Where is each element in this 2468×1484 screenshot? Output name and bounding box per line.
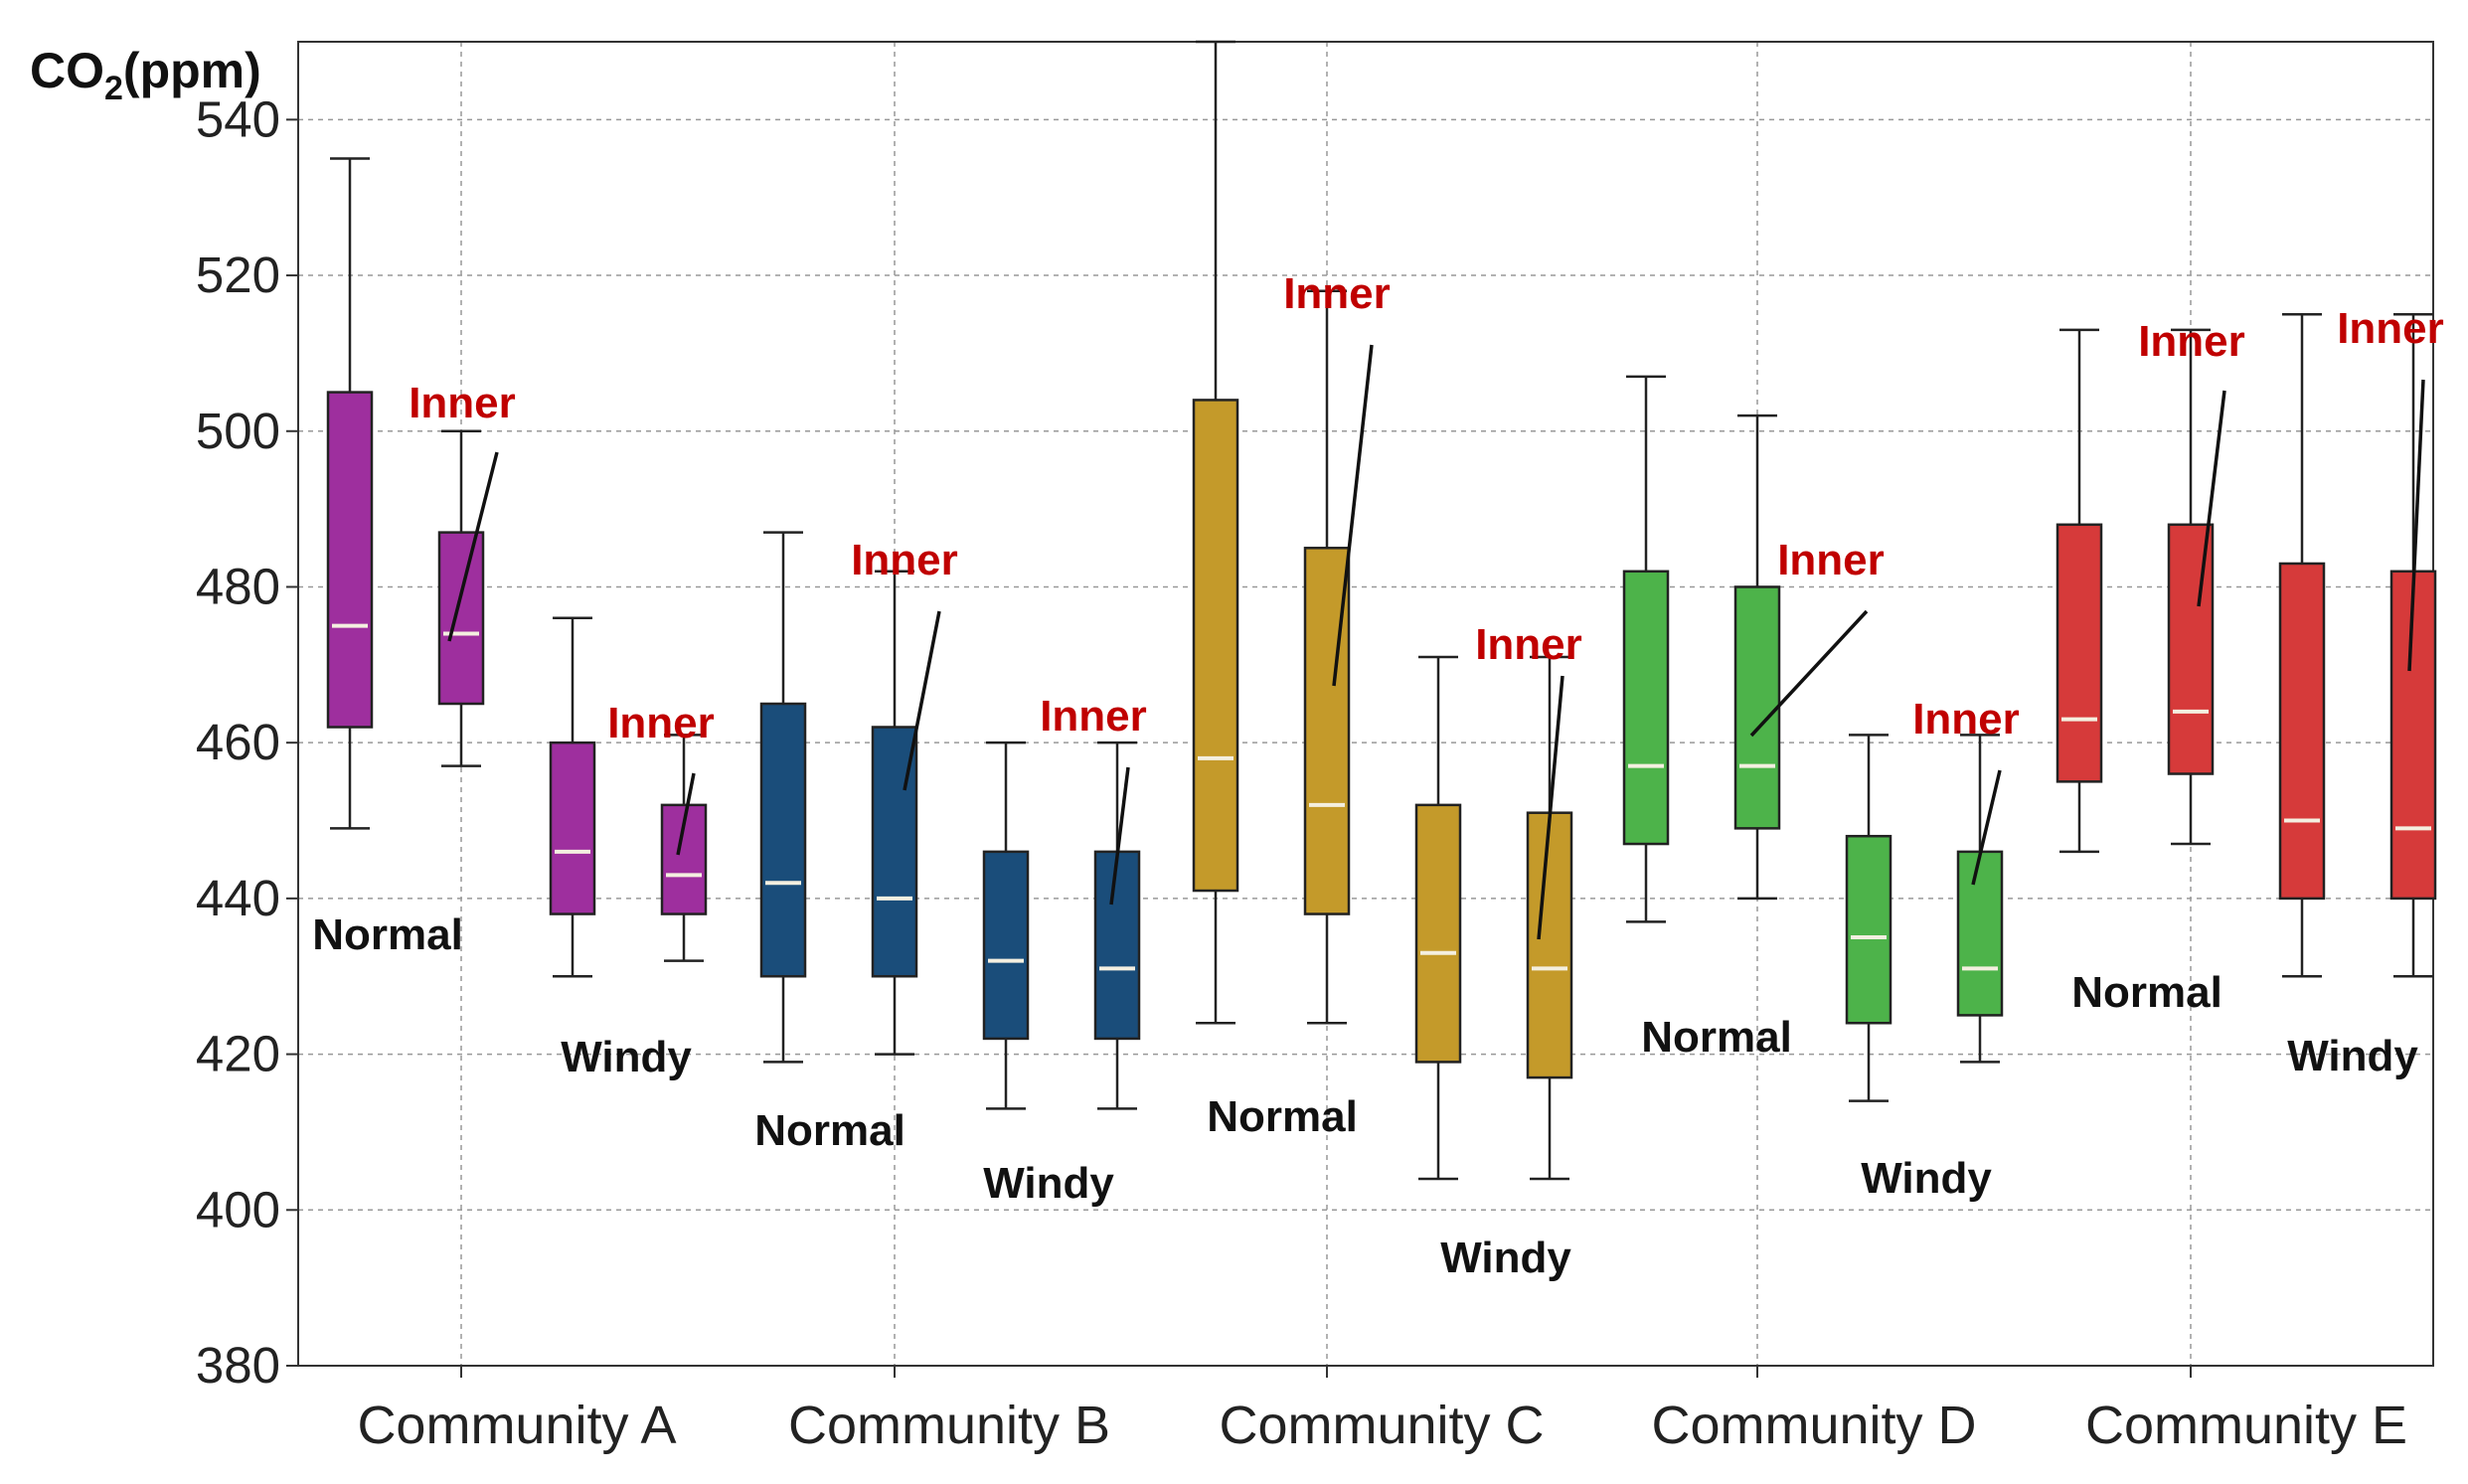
windy-annotation-label: Windy [983, 1159, 1114, 1208]
y-tick-label: 540 [196, 90, 280, 147]
box-2-3 [982, 741, 1030, 1110]
box-3-2 [1303, 289, 1351, 1025]
box-body [1192, 399, 1239, 893]
inner-annotation-label: Inner [607, 699, 715, 747]
annotation-leader-line [1109, 766, 1130, 906]
normal-annotation-label: Normal [312, 910, 463, 959]
x-category-label: Community B [788, 1396, 1110, 1455]
annotation-leader-line [1537, 675, 1564, 940]
normal-annotation-label: Normal [1207, 1092, 1358, 1141]
annotation-layer: Normal Windy Inner Inner Normal Windy Inner Inn… [312, 269, 2444, 1282]
y-tick-label: 400 [196, 1181, 280, 1237]
box-body [1093, 850, 1141, 1041]
y-tick-label: 420 [196, 1026, 280, 1082]
box-layer [326, 40, 2437, 1181]
annotation-leader-line [1971, 769, 2002, 886]
y-tick-label: 520 [196, 247, 280, 303]
normal-annotation-label: Normal [1641, 1013, 1792, 1062]
box-body [982, 850, 1030, 1041]
box-1-4 [660, 734, 708, 962]
box-5-1 [2056, 328, 2103, 854]
box-body [549, 741, 596, 915]
annotation-leader-line [447, 451, 499, 642]
inner-annotation-label: Inner [1040, 692, 1147, 741]
box-3-1 [1192, 40, 1239, 1025]
annotation-leader-line [903, 610, 941, 791]
box-body [2389, 570, 2437, 901]
inner-annotation-label: Inner [1283, 269, 1391, 318]
annotation-leader-line [2407, 379, 2425, 672]
box-3-3 [1414, 655, 1462, 1181]
box-body [1956, 850, 2004, 1017]
box-5-2 [2167, 328, 2215, 846]
y-tick-label: 380 [196, 1337, 280, 1394]
annotation-leader-line [676, 772, 696, 856]
box-4-2 [1733, 413, 1781, 901]
box-body [2056, 523, 2103, 783]
box-4-4 [1956, 734, 2004, 1064]
box-1-2 [437, 429, 485, 767]
box-4-3 [1845, 734, 1892, 1102]
annotation-leader-line [1332, 344, 1374, 687]
y-axis-title: CO2(ppm) [30, 43, 261, 107]
windy-annotation-label: Windy [2287, 1032, 2418, 1080]
y-axis-title-unit: (ppm) [123, 43, 261, 98]
y-tick-label: 500 [196, 403, 280, 459]
box-body [1526, 811, 1573, 1079]
y-tick-label: 440 [196, 870, 280, 926]
inner-annotation-label: Inner [409, 379, 516, 427]
inner-annotation-label: Inner [1475, 620, 1582, 669]
box-body [759, 702, 807, 978]
box-5-3 [2278, 312, 2326, 978]
y-axis-title-main: CO [30, 43, 104, 98]
y-tick-label: 460 [196, 714, 280, 770]
box-2-4 [1093, 741, 1141, 1110]
box-body [2167, 523, 2215, 775]
inner-annotation-label: Inner [851, 536, 958, 584]
y-tick-label: 480 [196, 558, 280, 614]
box-5-4 [2389, 312, 2437, 978]
box-3-4 [1526, 655, 1573, 1181]
windy-annotation-label: Windy [1861, 1154, 1992, 1203]
x-category-label: Community A [357, 1396, 676, 1455]
windy-annotation-label: Windy [561, 1033, 692, 1081]
box-4-1 [1622, 375, 1670, 923]
x-category-label: Community E [2085, 1396, 2407, 1455]
inner-annotation-label: Inner [1912, 695, 2020, 743]
axis-layer: 380 400 420 440 460 480 500 520 540 Community A Co… [196, 41, 2434, 1455]
box-body [1414, 803, 1462, 1064]
inner-annotation-label: Inner [2138, 317, 2245, 366]
normal-annotation-label: Normal [754, 1106, 905, 1155]
box-body [2278, 562, 2326, 901]
annotation-leader-line [1749, 609, 1869, 738]
box-body [437, 531, 485, 706]
box-body [1622, 570, 1670, 846]
windy-annotation-label: Windy [1440, 1234, 1571, 1282]
box-body [326, 391, 374, 729]
x-category-label: Community C [1219, 1396, 1544, 1455]
y-axis-title-subscript: 2 [104, 70, 123, 107]
box-2-2 [871, 570, 918, 1056]
box-1-1 [326, 157, 374, 830]
box-body [1733, 585, 1781, 830]
box-1-3 [549, 616, 596, 978]
normal-annotation-label: Normal [2071, 968, 2222, 1017]
inner-annotation-label: Inner [2337, 304, 2444, 353]
box-body [1845, 834, 1892, 1025]
box-2-1 [759, 531, 807, 1064]
inner-annotation-label: Inner [1777, 536, 1885, 584]
annotation-leader-line [2197, 390, 2226, 607]
x-category-label: Community D [1651, 1396, 1976, 1455]
